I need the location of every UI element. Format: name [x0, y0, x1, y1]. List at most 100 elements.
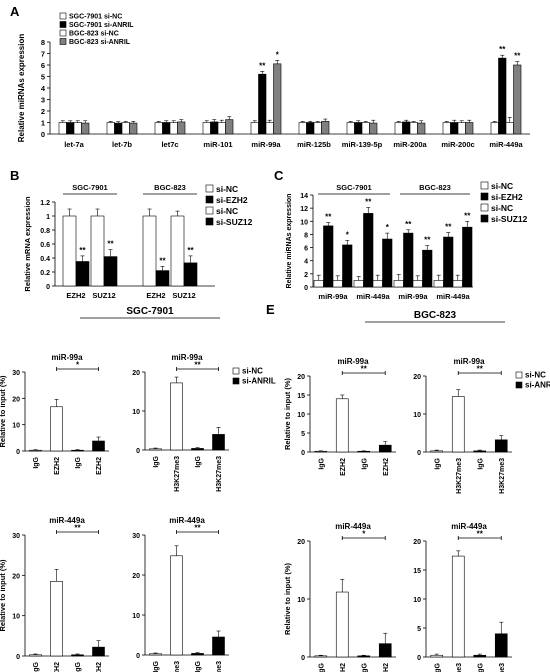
panel-label: C: [274, 168, 284, 183]
x-tick-label: IgG: [361, 457, 368, 469]
x-tick-label: H3K27me3: [174, 456, 181, 492]
y-tick-label: 0: [417, 450, 421, 457]
x-tick-label: H3K27me3: [499, 458, 506, 494]
bar: [402, 121, 411, 135]
panel-D2: 0 10 20 IgG H3K27me3 IgG H3K27me3 miR-99a**: [132, 353, 229, 492]
y-axis-label: Relative miRNAs expression: [286, 194, 293, 289]
significance-mark: **: [477, 365, 484, 374]
bar: [170, 382, 183, 451]
x-tick-label: EZH2: [66, 291, 85, 300]
x-tick-label: miR-139-5p: [342, 140, 383, 149]
bar: [81, 122, 90, 135]
x-tick-label: IgG: [33, 661, 40, 672]
bar: [273, 63, 282, 135]
panel-B: 0 0.2 0.4 0.6 0.8 1 1.2 Relative mRNA expressio…: [23, 183, 215, 300]
bar: [382, 238, 393, 288]
bar: [313, 122, 322, 135]
bar: [393, 280, 404, 288]
x-tick-label: miR-101: [203, 140, 232, 149]
bar: [50, 581, 63, 657]
bar: [451, 555, 465, 658]
bar: [354, 122, 363, 135]
bar: [363, 213, 374, 288]
significance-mark: **: [365, 197, 372, 206]
bar: [335, 591, 349, 658]
bar: [332, 280, 343, 288]
bar: [92, 440, 105, 452]
bar: [129, 122, 138, 135]
group-label: BGC-823: [154, 183, 186, 192]
x-tick-label: miR-449a: [356, 292, 390, 301]
x-tick-label: H3K27me3: [174, 661, 181, 672]
chart-title: miR-449a: [335, 522, 371, 531]
bar: [452, 280, 463, 288]
significance-mark: *: [276, 50, 280, 59]
bar: [71, 654, 84, 657]
bar: [457, 122, 466, 135]
legend-swatch: [480, 214, 489, 223]
x-tick-label: EZH2: [340, 458, 347, 476]
x-tick-label: IgG: [477, 662, 484, 672]
y-tick-label: 20: [132, 573, 140, 580]
y-axis-label: Relative to input (%): [283, 562, 292, 635]
bar: [225, 119, 234, 135]
y-tick-label: 20: [413, 539, 421, 546]
y-tick-label: 14: [300, 193, 308, 200]
bar: [183, 262, 198, 287]
y-tick-label: 5: [301, 431, 305, 438]
x-tick-label: let7c: [161, 140, 178, 149]
bar: [372, 280, 383, 288]
significance-mark: **: [194, 361, 201, 370]
significance-mark: **: [74, 524, 81, 533]
x-tick-label: IgG: [33, 456, 40, 468]
significance-mark: **: [159, 256, 166, 265]
bar: [465, 122, 474, 135]
y-tick-label: 7: [41, 50, 45, 59]
bar: [409, 122, 418, 135]
y-tick-label: 10: [132, 409, 140, 416]
bar: [177, 121, 186, 135]
y-tick-label: 5: [417, 626, 421, 633]
x-tick-label: IgG: [153, 660, 160, 672]
y-tick-label: 15: [413, 568, 421, 575]
y-tick-label: 5: [41, 73, 45, 82]
legend-label: si-EZH2: [491, 192, 523, 202]
x-tick-label: EZH2: [146, 291, 165, 300]
legend-label: si-NC: [242, 367, 263, 376]
x-tick-label: EZH2: [383, 663, 390, 672]
significance-mark: **: [445, 222, 452, 231]
significance-mark: **: [194, 524, 201, 533]
legend-swatch: [59, 21, 67, 28]
chart-title: miR-449a: [169, 516, 205, 525]
legend-swatch: [59, 12, 67, 20]
bar: [505, 122, 514, 135]
legend-swatch: [232, 377, 240, 385]
y-tick-label: 20: [297, 374, 305, 381]
bar: [90, 215, 105, 287]
significance-mark: *: [346, 230, 350, 239]
y-tick-label: 0: [301, 655, 305, 662]
bar: [513, 64, 522, 135]
legend-label: si-EZH2: [216, 195, 248, 205]
bar: [250, 122, 259, 135]
y-tick-label: 20: [12, 396, 20, 403]
y-tick-label: 1: [41, 119, 45, 128]
bar: [346, 122, 355, 135]
panel-D1: 0 10 20 30 Relative to input (%) IgG EZH2 IgG EZ…: [0, 353, 109, 475]
x-tick-label: H3K27me3: [456, 458, 463, 494]
x-tick-label: miR-449a: [436, 292, 470, 301]
significance-mark: **: [107, 240, 114, 249]
y-tick-label: 30: [132, 533, 140, 540]
x-tick-label: miR-99a: [398, 292, 428, 301]
chart-title: miR-99a: [337, 357, 369, 366]
bar: [357, 655, 371, 658]
x-tick-label: EZH2: [54, 662, 61, 672]
x-tick-label: miR-99a: [318, 292, 348, 301]
y-tick-label: 6: [41, 61, 45, 70]
bar: [212, 434, 225, 451]
y-tick-label: 4: [41, 84, 46, 93]
